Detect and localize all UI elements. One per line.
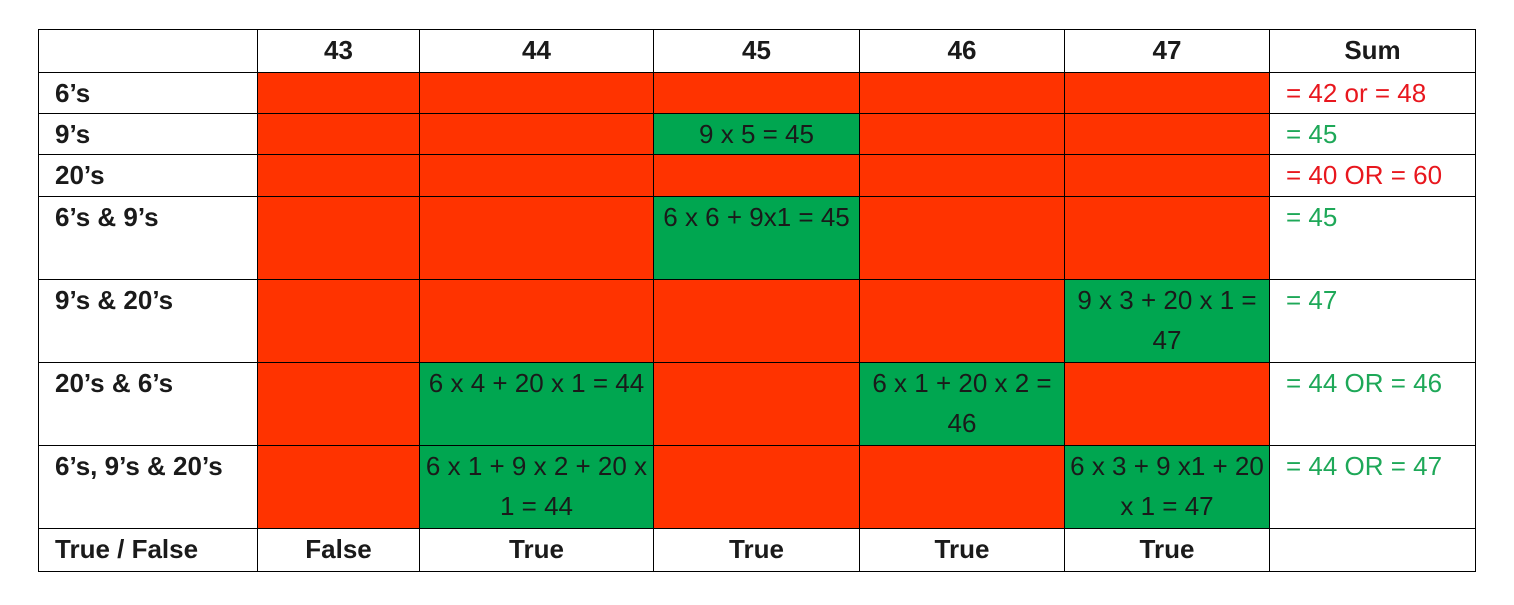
table-row: 9’s 9 x 5 = 45 = 45 xyxy=(38,113,1476,155)
table-row: 9’s & 20’s 9 x 3 + 20 x 1 = 47 = 47 xyxy=(38,279,1476,363)
table-cell: 6 x 6 + 9x1 = 45 xyxy=(653,196,860,280)
column-header-sum: Sum xyxy=(1269,29,1476,73)
table-cell xyxy=(419,72,654,114)
table-cell xyxy=(653,445,860,529)
table-row: 20’s & 6’s 6 x 4 + 20 x 1 = 44 6 x 1 + 2… xyxy=(38,362,1476,446)
sum-cell: = 47 xyxy=(1269,279,1476,363)
combinations-table: 43 44 45 46 47 Sum 6’s = 42 or = 48 9’s … xyxy=(38,29,1476,572)
table-cell: 6 x 1 + 20 x 2 = 46 xyxy=(859,362,1065,446)
footer-row: True / False False True True True True xyxy=(38,528,1476,572)
row-label: 9’s xyxy=(38,113,258,155)
column-header-45: 45 xyxy=(653,29,860,73)
table-row: 20’s = 40 OR = 60 xyxy=(38,154,1476,197)
table-cell xyxy=(1064,362,1270,446)
sum-cell: = 45 xyxy=(1269,113,1476,155)
table-cell: 6 x 1 + 9 x 2 + 20 x 1 = 44 xyxy=(419,445,654,529)
table-cell xyxy=(419,196,654,280)
row-label: 6’s & 9’s xyxy=(38,196,258,280)
true-false-cell: True xyxy=(653,528,860,572)
table-cell xyxy=(1064,196,1270,280)
corner-cell xyxy=(38,29,258,73)
sum-cell: = 44 OR = 47 xyxy=(1269,445,1476,529)
table-cell xyxy=(1064,72,1270,114)
footer-label: True / False xyxy=(38,528,258,572)
column-header-43: 43 xyxy=(257,29,420,73)
table-row: 6’s & 9’s 6 x 6 + 9x1 = 45 = 45 xyxy=(38,196,1476,280)
table-cell xyxy=(419,113,654,155)
table-cell xyxy=(257,445,420,529)
table-cell xyxy=(257,279,420,363)
table-row: 6’s = 42 or = 48 xyxy=(38,72,1476,114)
table-row: 6’s, 9’s & 20’s 6 x 1 + 9 x 2 + 20 x 1 =… xyxy=(38,445,1476,529)
true-false-cell: True xyxy=(1064,528,1270,572)
table-cell xyxy=(859,154,1065,197)
table-cell xyxy=(859,279,1065,363)
table-cell xyxy=(419,154,654,197)
row-label: 20’s xyxy=(38,154,258,197)
sum-cell: = 44 OR = 46 xyxy=(1269,362,1476,446)
table-cell xyxy=(859,196,1065,280)
header-row: 43 44 45 46 47 Sum xyxy=(38,29,1476,73)
table-cell xyxy=(653,362,860,446)
table-cell xyxy=(257,196,420,280)
table-cell xyxy=(859,72,1065,114)
true-false-cell: True xyxy=(859,528,1065,572)
sum-cell: = 45 xyxy=(1269,196,1476,280)
table-cell: 9 x 5 = 45 xyxy=(653,113,860,155)
sum-cell: = 42 or = 48 xyxy=(1269,72,1476,114)
true-false-cell: False xyxy=(257,528,420,572)
table-cell xyxy=(257,113,420,155)
table-cell: 9 x 3 + 20 x 1 = 47 xyxy=(1064,279,1270,363)
table-cell xyxy=(653,279,860,363)
row-label: 9’s & 20’s xyxy=(38,279,258,363)
table-cell xyxy=(257,362,420,446)
row-label: 20’s & 6’s xyxy=(38,362,258,446)
table-cell xyxy=(653,72,860,114)
table-cell xyxy=(859,113,1065,155)
table-cell xyxy=(419,279,654,363)
table-cell: 6 x 3 + 9 x1 + 20 x 1 = 47 xyxy=(1064,445,1270,529)
table-cell xyxy=(859,445,1065,529)
table-cell: 6 x 4 + 20 x 1 = 44 xyxy=(419,362,654,446)
row-label: 6’s xyxy=(38,72,258,114)
footer-sum-cell xyxy=(1269,528,1476,572)
row-label: 6’s, 9’s & 20’s xyxy=(38,445,258,529)
table-cell xyxy=(257,72,420,114)
table-cell xyxy=(1064,154,1270,197)
column-header-44: 44 xyxy=(419,29,654,73)
table-cell xyxy=(257,154,420,197)
column-header-46: 46 xyxy=(859,29,1065,73)
true-false-cell: True xyxy=(419,528,654,572)
table-cell xyxy=(1064,113,1270,155)
sum-cell: = 40 OR = 60 xyxy=(1269,154,1476,197)
table-cell xyxy=(653,154,860,197)
column-header-47: 47 xyxy=(1064,29,1270,73)
